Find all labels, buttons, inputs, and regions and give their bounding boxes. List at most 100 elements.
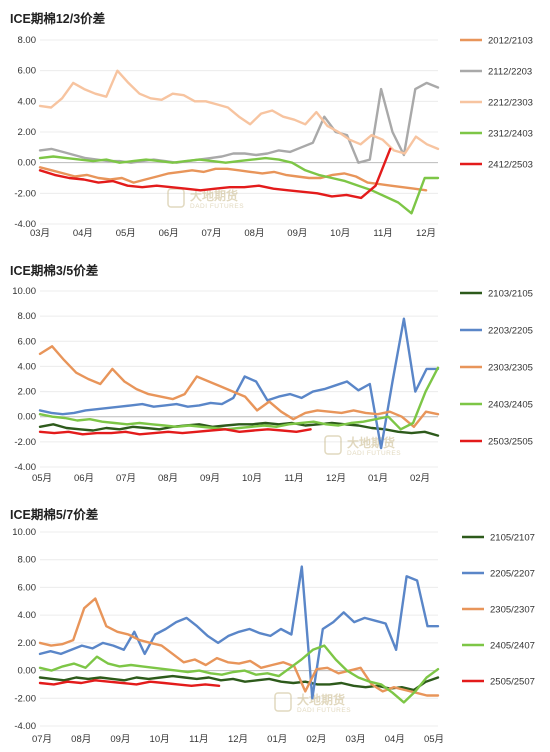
y-tick-label: -2.00 <box>14 437 36 448</box>
y-tick-label: 4.00 <box>18 361 37 372</box>
series-line-2412-2503 <box>38 147 392 200</box>
x-tick-label: 04月 <box>385 734 405 745</box>
y-tick-label: 6.00 <box>18 582 37 593</box>
y-tick-label: 0.00 <box>18 412 37 423</box>
watermark-logo-icon <box>324 435 342 455</box>
series-line-2303-2305 <box>38 345 440 428</box>
y-tick-label: 0.00 <box>18 666 37 677</box>
x-tick-label: 08月 <box>71 734 91 745</box>
legend-label: 2405/2407 <box>490 641 535 652</box>
chart-title: ICE期棉12/3价差 <box>10 12 106 26</box>
y-tick-label: 2.00 <box>18 638 37 649</box>
x-tick-label: 09月 <box>110 734 130 745</box>
chart-title: ICE期棉5/7价差 <box>10 508 99 522</box>
x-tick-label: 01月 <box>267 734 287 745</box>
watermark-subtext: DADI FUTURES <box>190 203 244 210</box>
y-tick-label: 6.00 <box>18 66 37 77</box>
x-tick-label: 07月 <box>32 734 52 745</box>
y-tick-label: 4.00 <box>18 610 37 621</box>
x-tick-label: 12月 <box>228 734 248 745</box>
chart-panel-3: ICE期棉5/7价差 <box>0 500 550 752</box>
legend-label: 2412/2503 <box>488 160 533 171</box>
x-tick-label: 10月 <box>242 473 262 484</box>
legend-label: 2205/2207 <box>490 569 535 580</box>
y-tick-label: 2.00 <box>18 387 37 398</box>
series-line-2503-2505 <box>38 428 312 436</box>
series-line-2203-2205 <box>38 317 440 450</box>
x-tick-label: 08月 <box>158 473 178 484</box>
x-tick-label: 03月 <box>30 228 50 239</box>
legend-label: 2105/2107 <box>490 533 535 544</box>
watermark-text: 大地期货 <box>190 188 238 203</box>
y-tick-label: -4.00 <box>14 721 36 732</box>
x-tick-label: 03月 <box>346 734 366 745</box>
watermark-text: 大地期货 <box>347 435 395 450</box>
y-tick-label: -2.00 <box>14 693 36 704</box>
y-tick-label: -4.00 <box>14 462 36 473</box>
chart-panel-2: ICE期棉3/5价差 <box>0 252 550 500</box>
x-tick-label: 05月 <box>424 734 444 745</box>
y-tick-label: 2.00 <box>18 127 37 138</box>
x-tick-label: 11月 <box>284 473 303 484</box>
y-tick-label: 0.00 <box>18 158 37 169</box>
series-line-2205-2207 <box>38 565 440 700</box>
legend-label: 2505/2507 <box>490 677 535 688</box>
watermark-text: 大地期货 <box>297 692 345 707</box>
y-tick-label: -2.00 <box>14 188 36 199</box>
series-line-2112-2203 <box>38 81 440 164</box>
legend-label: 2112/2203 <box>488 67 532 78</box>
x-tick-label: 01月 <box>368 473 388 484</box>
y-tick-label: 6.00 <box>18 336 37 347</box>
x-tick-label: 09月 <box>287 228 307 239</box>
legend-label: 2305/2307 <box>490 605 535 616</box>
x-tick-label: 06月 <box>74 473 94 484</box>
chart-title: ICE期棉3/5价差 <box>10 264 99 278</box>
x-tick-label: 11月 <box>189 734 208 745</box>
series-line-2403-2405 <box>38 366 440 431</box>
legend-label: 2203/2205 <box>488 326 533 337</box>
x-tick-label: 08月 <box>244 228 264 239</box>
x-tick-label: 11月 <box>373 228 392 239</box>
series-line-2212-2303 <box>38 69 440 155</box>
x-tick-label: 07月 <box>116 473 136 484</box>
x-tick-label: 06月 <box>159 228 179 239</box>
legend-label: 2503/2505 <box>488 437 533 448</box>
watermark-subtext: DADI FUTURES <box>297 707 351 714</box>
legend-label: 2312/2403 <box>488 129 533 140</box>
x-tick-label: 10月 <box>330 228 350 239</box>
x-tick-label: 09月 <box>200 473 220 484</box>
legend-label: 2212/2303 <box>488 98 533 109</box>
legend-label: 2012/2103 <box>488 36 533 47</box>
y-tick-label: 8.00 <box>18 555 37 566</box>
watermark-logo-icon <box>167 188 185 208</box>
legend-label: 2403/2405 <box>488 400 533 411</box>
x-tick-label: 07月 <box>202 228 222 239</box>
x-tick-label: 02月 <box>410 473 430 484</box>
y-tick-label: -4.00 <box>14 219 36 230</box>
series-line-2105-2107 <box>38 674 440 692</box>
y-tick-label: 10.00 <box>12 527 36 538</box>
series-line-2103-2105 <box>38 421 440 437</box>
x-tick-label: 05月 <box>32 473 52 484</box>
watermark-logo-icon <box>274 692 292 712</box>
y-tick-label: 10.00 <box>12 286 36 297</box>
y-tick-label: 8.00 <box>18 311 37 322</box>
series-line-2505-2507 <box>38 679 221 687</box>
legend-label: 2103/2105 <box>488 289 533 300</box>
x-tick-label: 12月 <box>416 228 436 239</box>
series-line-2405-2407 <box>38 644 440 704</box>
x-tick-label: 12月 <box>326 473 346 484</box>
y-tick-label: 4.00 <box>18 96 37 107</box>
watermark-subtext: DADI FUTURES <box>347 450 401 457</box>
x-tick-label: 02月 <box>306 734 326 745</box>
legend-label: 2303/2305 <box>488 363 533 374</box>
series-line-2012-2103 <box>38 166 428 192</box>
series-line-2305-2307 <box>38 597 440 697</box>
x-tick-label: 05月 <box>116 228 136 239</box>
